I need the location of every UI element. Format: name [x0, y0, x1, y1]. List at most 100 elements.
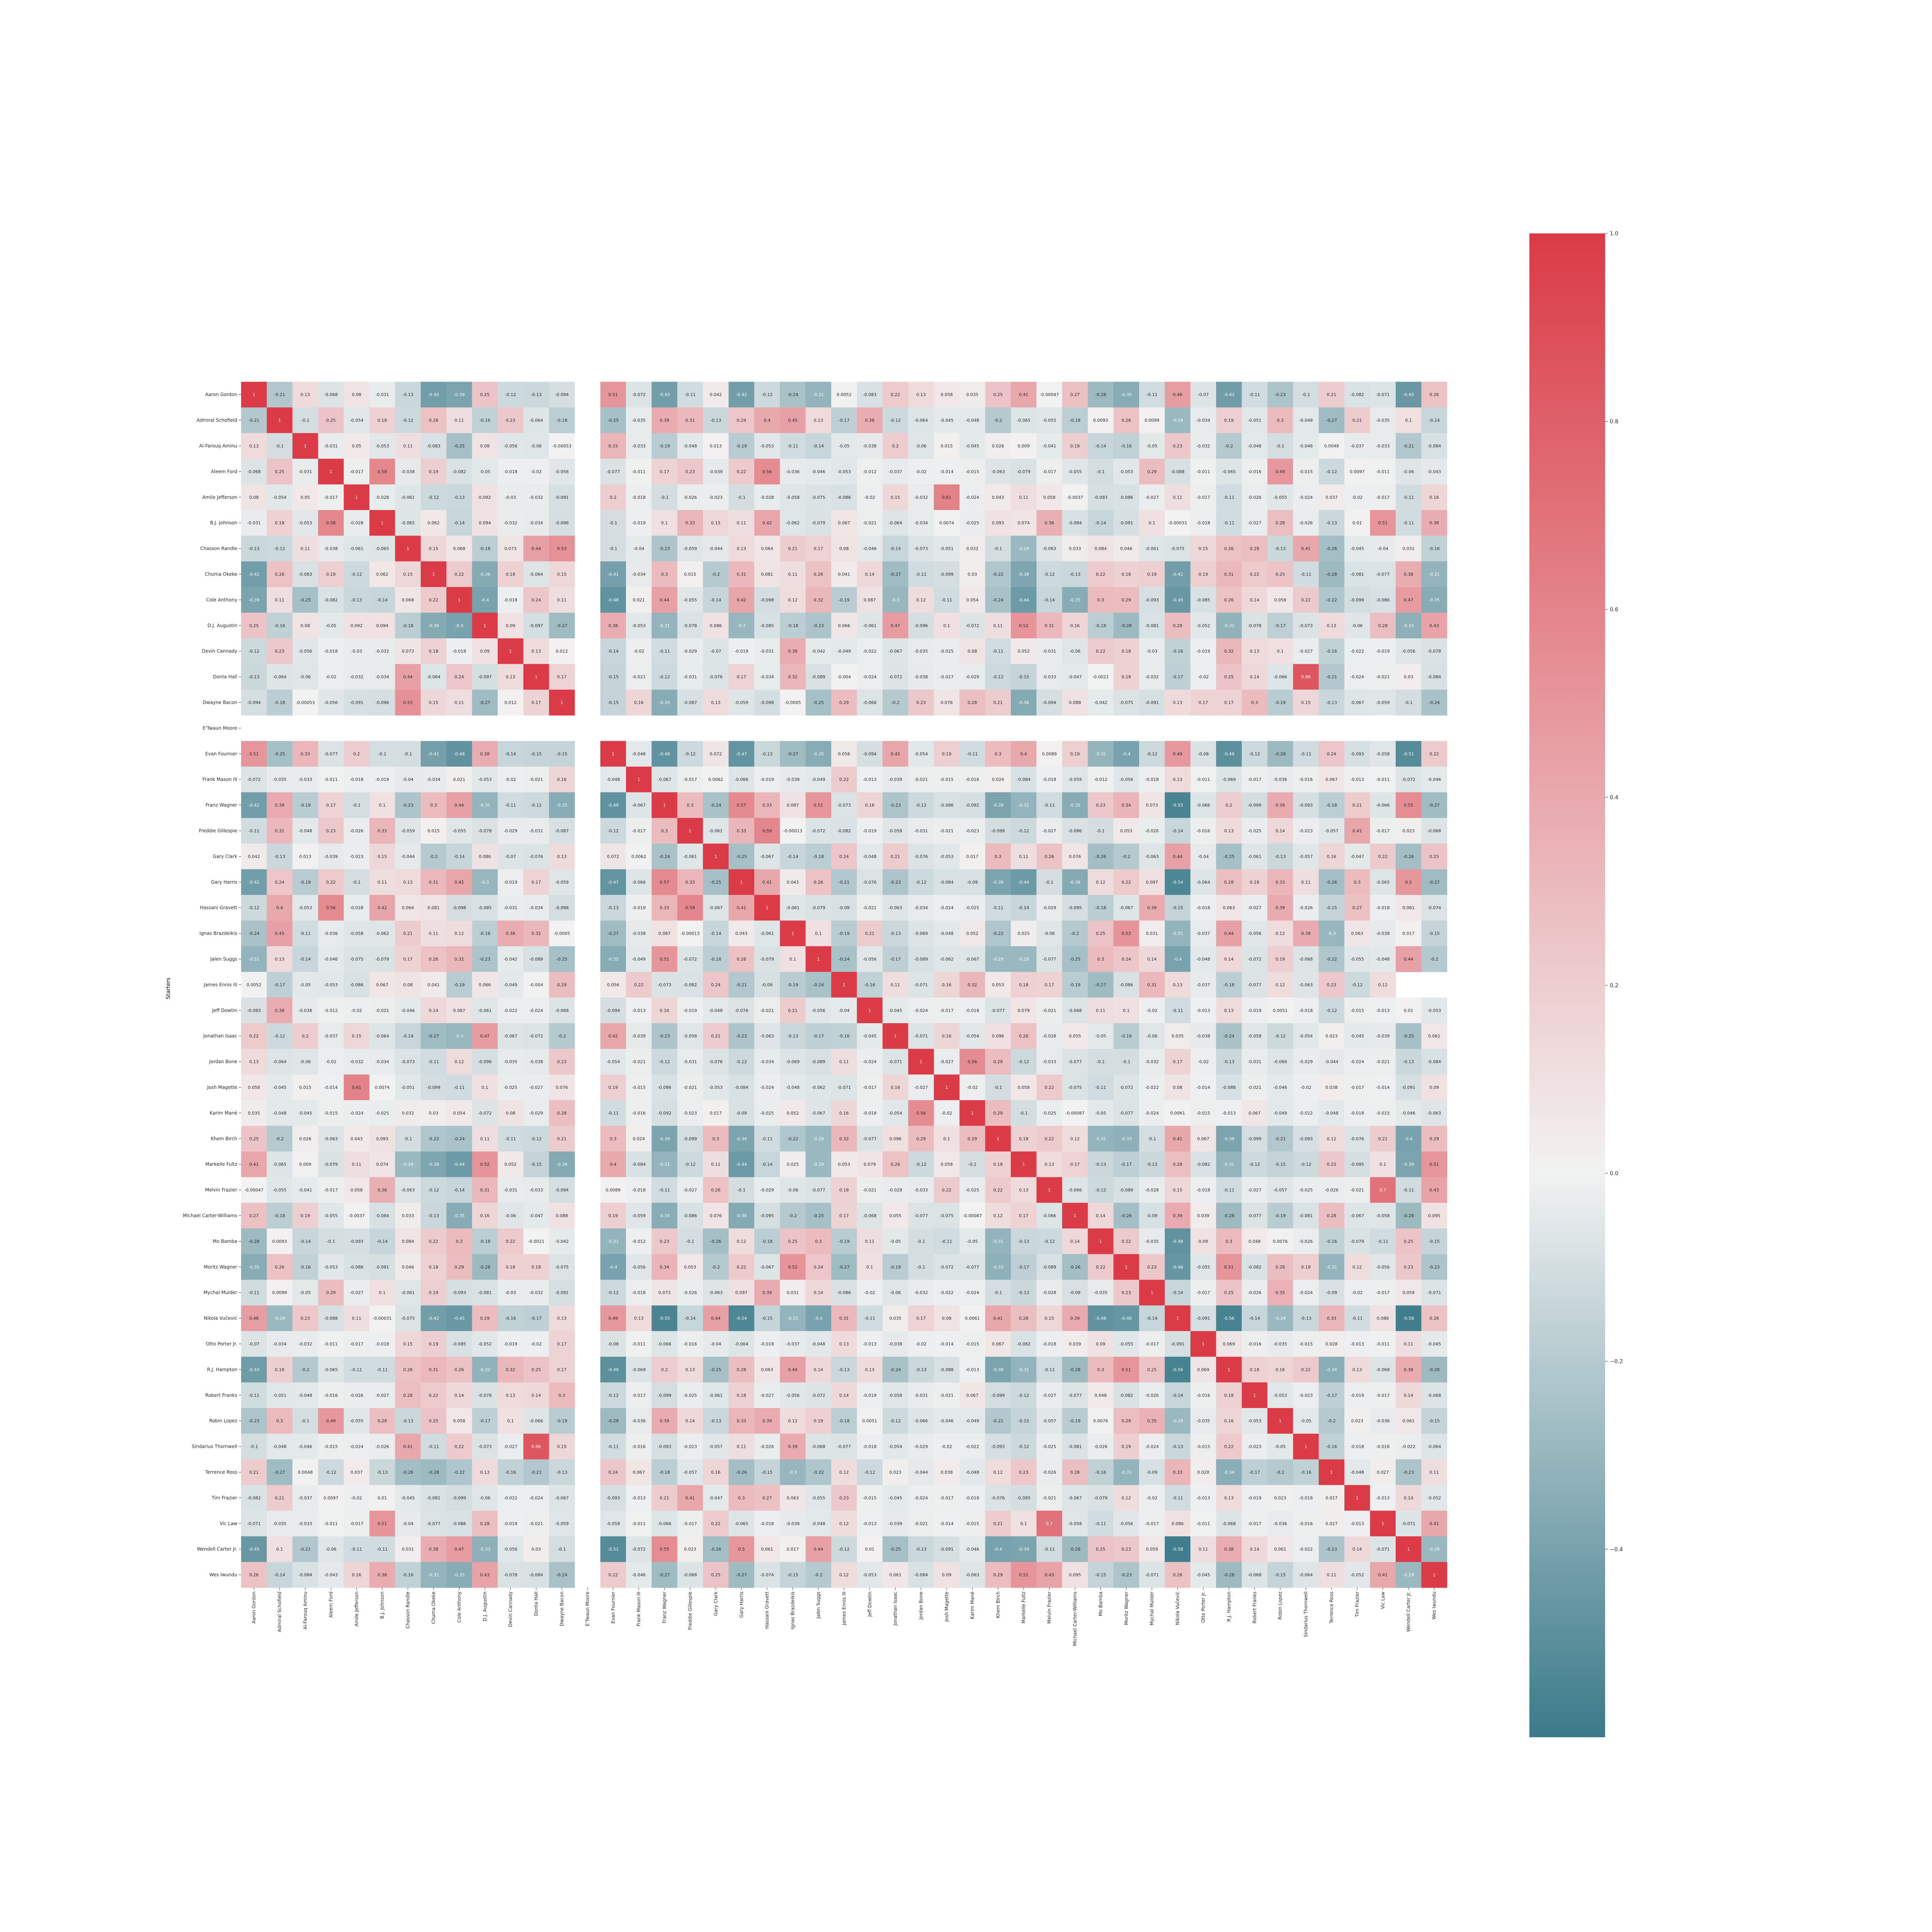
- cell-value-label: -0.031: [683, 1060, 697, 1065]
- heatmap-cell: [395, 536, 421, 562]
- cell-value-label: 0.033: [1069, 546, 1081, 551]
- cell-value-label: -0.016: [1248, 1342, 1261, 1347]
- cell-value-label: -0.021: [1043, 1495, 1056, 1500]
- cell-value-label: -0.086: [658, 1085, 671, 1090]
- cell-value-label: 0.19: [942, 752, 952, 757]
- cell-value-label: -0.094: [1043, 700, 1056, 705]
- cell-value-label: -0.071: [837, 1085, 851, 1090]
- cell-value-label: 0.063: [1351, 931, 1364, 936]
- cell-value-label: 0.067: [1325, 777, 1338, 782]
- heatmap-cell: [1011, 459, 1037, 485]
- cell-value-label: 0.52: [1019, 623, 1029, 628]
- cell-value-label: 0.1: [815, 931, 822, 936]
- cell-value-label: 0.3: [661, 828, 668, 833]
- heatmap-cell: [677, 561, 703, 587]
- cell-value-label: -0.09: [1070, 1290, 1080, 1295]
- cell-value-label: -0.014: [940, 1521, 953, 1526]
- cell-value-label: -0.1: [994, 546, 1002, 551]
- heatmap-cell: [267, 612, 293, 639]
- cell-value-label: 0.087: [658, 931, 671, 936]
- heatmap-cell: [498, 433, 524, 459]
- cell-value-label: 0.19: [275, 1367, 284, 1372]
- cell-value-label: -0.011: [324, 1521, 338, 1526]
- cell-value-label: -0.053: [760, 444, 774, 449]
- cell-value-label: 0.093: [376, 1136, 388, 1141]
- cell-value-label: 0.14: [814, 1290, 823, 1295]
- heatmap-cell: [651, 510, 678, 536]
- cell-value-label: -0.035: [1196, 1418, 1210, 1423]
- colorbar-tick-label: 0.0: [1610, 1171, 1618, 1177]
- cell-value-label: 0.12: [1122, 1495, 1131, 1500]
- cell-value-label: -0.072: [247, 777, 260, 782]
- heatmap-cell: [472, 407, 498, 434]
- cell-value-label: 0.44: [788, 1367, 798, 1372]
- cell-value-label: 0.12: [839, 1521, 849, 1526]
- cell-value-label: -0.048: [811, 1342, 825, 1347]
- cell-value-label: -0.015: [966, 469, 979, 474]
- cell-value-label: -0.021: [940, 1393, 953, 1398]
- cell-value-label: -0.15: [787, 1573, 798, 1578]
- cell-value-label: -0.093: [658, 1444, 671, 1449]
- cell-value-label: -0.04: [1198, 854, 1209, 859]
- cell-value-label: -0.071: [1401, 1521, 1415, 1526]
- cell-value-label: -0.12: [864, 1470, 875, 1475]
- cell-value-label: -0.35: [813, 752, 824, 757]
- cell-value-label: -0.054: [888, 1111, 902, 1116]
- cell-value-label: 0.039: [1069, 1342, 1081, 1347]
- cell-value-label: -0.068: [811, 1444, 825, 1449]
- heatmap-cell: [754, 484, 780, 510]
- cell-value-label: -0.09: [967, 880, 978, 885]
- cell-value-label: -0.046: [401, 1008, 415, 1013]
- heatmap-cell: [549, 407, 575, 434]
- cell-value-label: -0.14: [274, 1573, 285, 1578]
- cell-value-label: 0.29: [916, 1136, 926, 1141]
- cell-value-label: -0.06: [531, 444, 541, 449]
- cell-value-label: 0.11: [454, 418, 464, 423]
- cell-value-label: -0.061: [401, 495, 415, 500]
- cell-value-label: 0.24: [1122, 957, 1131, 962]
- cell-value-label: 0.58: [378, 469, 387, 474]
- cell-value-label: -0.016: [1248, 469, 1261, 474]
- cell-value-label: 0.49: [609, 1316, 618, 1321]
- cell-value-label: -0.057: [1043, 1418, 1056, 1423]
- cell-value-label: 0.061: [1428, 1034, 1440, 1039]
- cell-value-label: -0.12: [659, 675, 670, 680]
- cell-value-label: -0.077: [811, 1188, 825, 1193]
- heatmap-cell: [1139, 587, 1165, 613]
- cell-value-label: -0.091: [1401, 1085, 1415, 1090]
- cell-value-label: 0.18: [1250, 880, 1260, 885]
- cell-value-label: -0.061: [401, 1290, 415, 1295]
- row-label: Sindarius Thornwell: [192, 1444, 237, 1449]
- cell-value-label: -0.28: [248, 1239, 259, 1244]
- cell-value-label: 0.25: [711, 1573, 721, 1578]
- cell-value-label: -0.14: [710, 931, 721, 936]
- cell-value-label: -0.077: [966, 1265, 979, 1270]
- cell-value-label: -0.028: [375, 495, 389, 500]
- cell-value-label: 0.29: [454, 1265, 464, 1270]
- cell-value-label: 0.13: [1224, 828, 1234, 833]
- cell-value-label: 0.22: [1429, 752, 1439, 757]
- cell-value-label: 0.23: [301, 1316, 310, 1321]
- cell-value-label: -0.3: [737, 623, 745, 628]
- heatmap-cell: [344, 561, 370, 587]
- cell-value-label: -0.032: [350, 1060, 363, 1065]
- cell-value-label: -0.12: [736, 1060, 747, 1065]
- cell-value-label: 0.21: [865, 931, 875, 936]
- cell-value-label: 0.027: [1325, 1495, 1338, 1500]
- cell-value-label: -0.086: [837, 495, 851, 500]
- cell-value-label: -0.2: [814, 1573, 822, 1578]
- cell-value-label: -0.54: [736, 1316, 747, 1321]
- heatmap-cell: [1139, 536, 1165, 562]
- heatmap-cell: [267, 382, 293, 408]
- heatmap-cell: [292, 612, 318, 639]
- cell-value-label: 0.17: [557, 1367, 567, 1372]
- cell-value-label: -0.056: [298, 649, 312, 654]
- heatmap-cell: [959, 407, 986, 434]
- cell-value-label: -0.085: [478, 905, 492, 910]
- cell-value-label: -0.074: [1427, 905, 1441, 910]
- cell-value-label: -0.02: [531, 1342, 541, 1347]
- cell-value-label: -0.032: [529, 495, 543, 500]
- cell-value-label: 0.11: [1429, 1470, 1439, 1475]
- heatmap-cell: [934, 382, 960, 408]
- cell-value-label: 0.15: [429, 700, 439, 705]
